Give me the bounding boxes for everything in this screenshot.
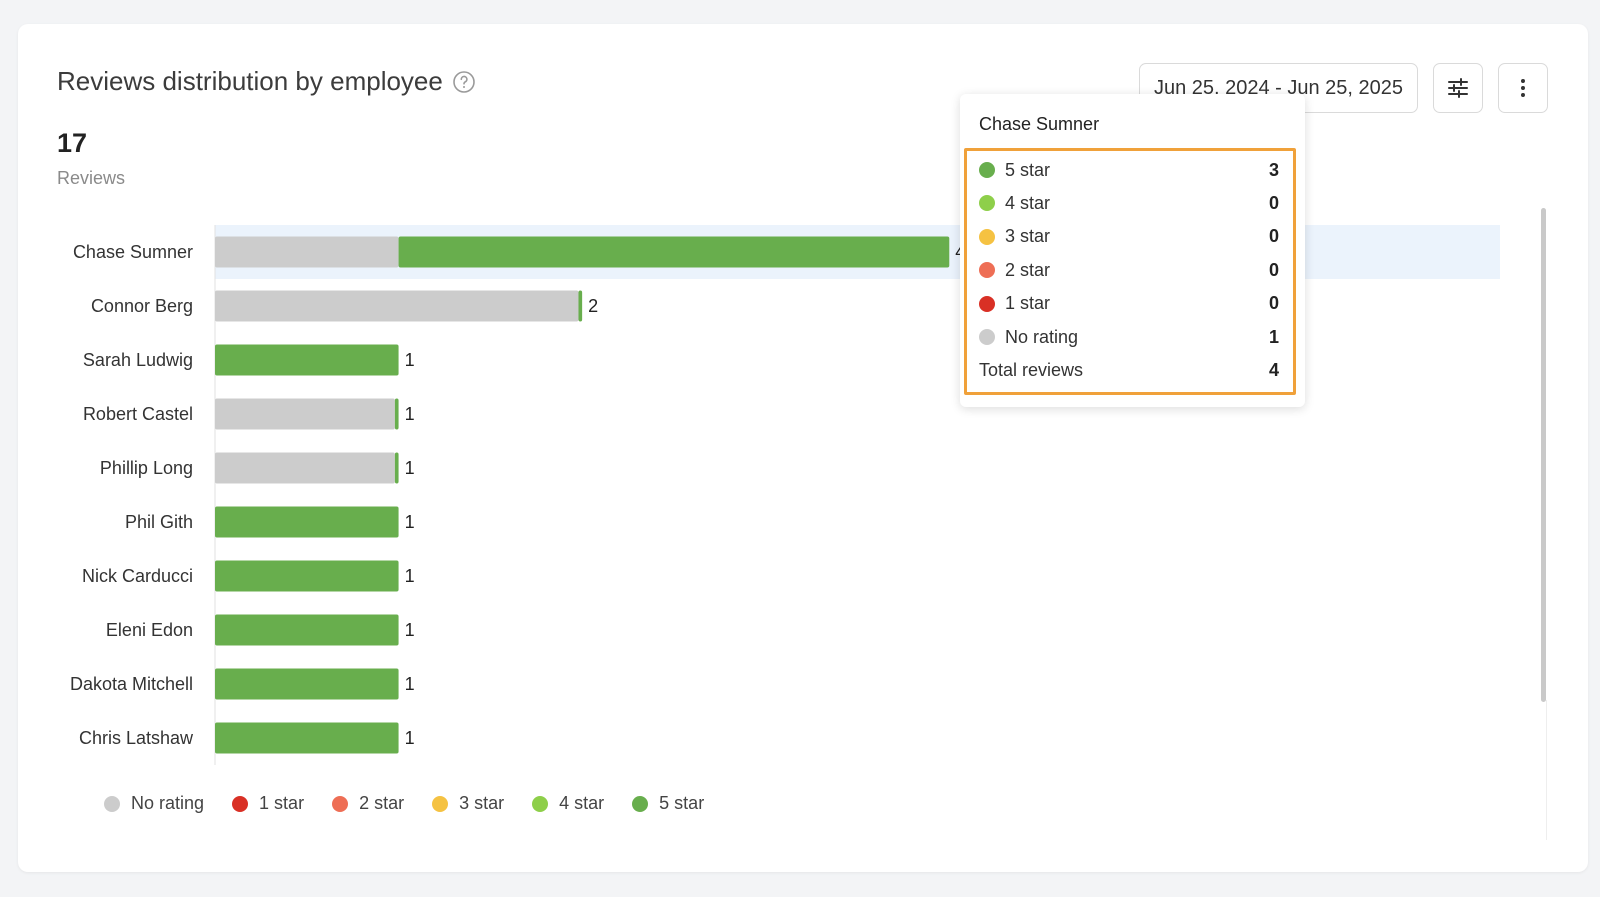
- tooltip-value: 1: [1268, 326, 1279, 347]
- vertical-dots-icon: [1521, 79, 1525, 97]
- category-label: Nick Carducci: [82, 566, 193, 586]
- bar-segment: [394, 452, 399, 484]
- legend-dot: [632, 795, 649, 812]
- bar-total-label: 1: [405, 512, 415, 532]
- tooltip-value: 0: [1268, 259, 1279, 280]
- category-label: Robert Castel: [83, 404, 193, 424]
- tooltip-value: 3: [1268, 159, 1279, 180]
- filter-button[interactable]: [1433, 63, 1483, 113]
- tooltip-row: 3 star 0: [979, 226, 1279, 248]
- bar-total-label: 1: [405, 728, 415, 748]
- bar-total-label: 2: [588, 296, 598, 316]
- bar-segment: [398, 236, 950, 268]
- category-label: Phil Gith: [125, 512, 193, 532]
- tooltip-row: 5 star 3: [979, 159, 1279, 181]
- bar-segment: [215, 506, 399, 538]
- legend-item[interactable]: No rating: [104, 793, 204, 814]
- tooltip-total-label: Total reviews: [979, 359, 1084, 380]
- legend-label: 2 star: [359, 793, 405, 813]
- total-reviews-count: 17: [57, 128, 88, 158]
- divider: [1546, 700, 1547, 840]
- help-circle-icon[interactable]: [452, 70, 476, 94]
- category-label: Dakota Mitchell: [70, 674, 193, 694]
- chart-title: Reviews distribution by employee: [57, 66, 443, 96]
- legend-item[interactable]: 1 star: [232, 793, 304, 814]
- legend-label: 4 star: [559, 793, 605, 813]
- bar-segment: [215, 668, 399, 700]
- legend-label: 3 star: [459, 793, 505, 813]
- title-row: Reviews distribution by employee: [57, 66, 476, 97]
- legend-dot: [104, 795, 120, 812]
- tooltip-row: 1 star 0: [979, 293, 1279, 315]
- tooltip-dot: [979, 329, 995, 345]
- tooltip-breakdown: 5 star 3 4 star 0 3 star 0 2 star 0 1 star 0 No ra…: [964, 148, 1296, 395]
- legend-item[interactable]: 2 star: [332, 793, 404, 814]
- bar-segment: [215, 236, 399, 268]
- chart-tooltip: Chase Sumner 5 star 3 4 star 0 3 star 0 2 star…: [960, 94, 1305, 407]
- bar-total-label: 1: [405, 404, 415, 424]
- legend-label: 1 star: [259, 793, 305, 813]
- sliders-icon: [1448, 78, 1468, 98]
- more-options-button[interactable]: [1498, 63, 1548, 113]
- tooltip-label: 3 star: [1005, 226, 1051, 247]
- bar-total-label: 1: [405, 350, 415, 370]
- bar-segment: [215, 614, 399, 646]
- bar-total-label: 1: [405, 566, 415, 586]
- legend-label: No rating: [131, 793, 205, 813]
- tooltip-row: 4 star 0: [979, 192, 1279, 214]
- total-reviews-label: Reviews: [57, 168, 126, 188]
- tooltip-total-row: Total reviews 4: [979, 359, 1279, 381]
- tooltip-total-value: 4: [1268, 359, 1279, 380]
- category-label: Phillip Long: [100, 458, 193, 478]
- legend-label: 5 star: [659, 793, 705, 813]
- tooltip-value: 0: [1268, 192, 1279, 213]
- bar-segment: [394, 398, 399, 430]
- bar-total-label: 1: [405, 458, 415, 478]
- bar-segment: [578, 290, 583, 322]
- tooltip-dot: [979, 162, 995, 178]
- bar-segment: [215, 398, 395, 430]
- category-label: Connor Berg: [91, 296, 193, 316]
- bar-segment: [215, 344, 399, 376]
- tooltip-dot: [979, 295, 995, 312]
- tooltip-dot: [979, 195, 995, 212]
- tooltip-value: 0: [1268, 293, 1279, 314]
- tooltip-label: 1 star: [1005, 293, 1051, 314]
- tooltip-value: 0: [1268, 226, 1279, 247]
- chart-scrollbar[interactable]: [1541, 208, 1546, 702]
- tooltip-label: 5 star: [1005, 159, 1051, 180]
- chart-legend: No rating 1 star 2 star 3 star 4 star 5 star: [104, 793, 732, 814]
- tooltip-row: 2 star 0: [979, 259, 1279, 281]
- category-label: Eleni Edon: [106, 620, 193, 640]
- category-label: Sarah Ludwig: [83, 350, 193, 370]
- bar-segment: [215, 290, 579, 322]
- bar-total-label: 1: [405, 674, 415, 694]
- bar-segment: [215, 452, 395, 484]
- legend-item[interactable]: 4 star: [532, 793, 604, 814]
- legend-item[interactable]: 5 star: [632, 793, 704, 814]
- legend-dot: [532, 795, 549, 812]
- tooltip-label: 4 star: [1005, 192, 1051, 213]
- bar-segment: [215, 560, 399, 592]
- tooltip-label: No rating: [1005, 326, 1079, 347]
- tooltip-dot: [979, 262, 995, 279]
- category-label: Chris Latshaw: [79, 728, 194, 748]
- tooltip-title: Chase Sumner: [979, 114, 1100, 134]
- bar-total-label: 1: [405, 620, 415, 640]
- legend-dot: [432, 795, 449, 812]
- category-label: Chase Sumner: [73, 242, 193, 262]
- legend-item[interactable]: 3 star: [432, 793, 504, 814]
- tooltip-dot: [979, 228, 995, 245]
- legend-dot: [232, 795, 249, 812]
- bar-segment: [215, 722, 399, 754]
- legend-dot: [332, 795, 349, 812]
- tooltip-row: No rating 1: [979, 326, 1279, 348]
- tooltip-label: 2 star: [1005, 259, 1051, 280]
